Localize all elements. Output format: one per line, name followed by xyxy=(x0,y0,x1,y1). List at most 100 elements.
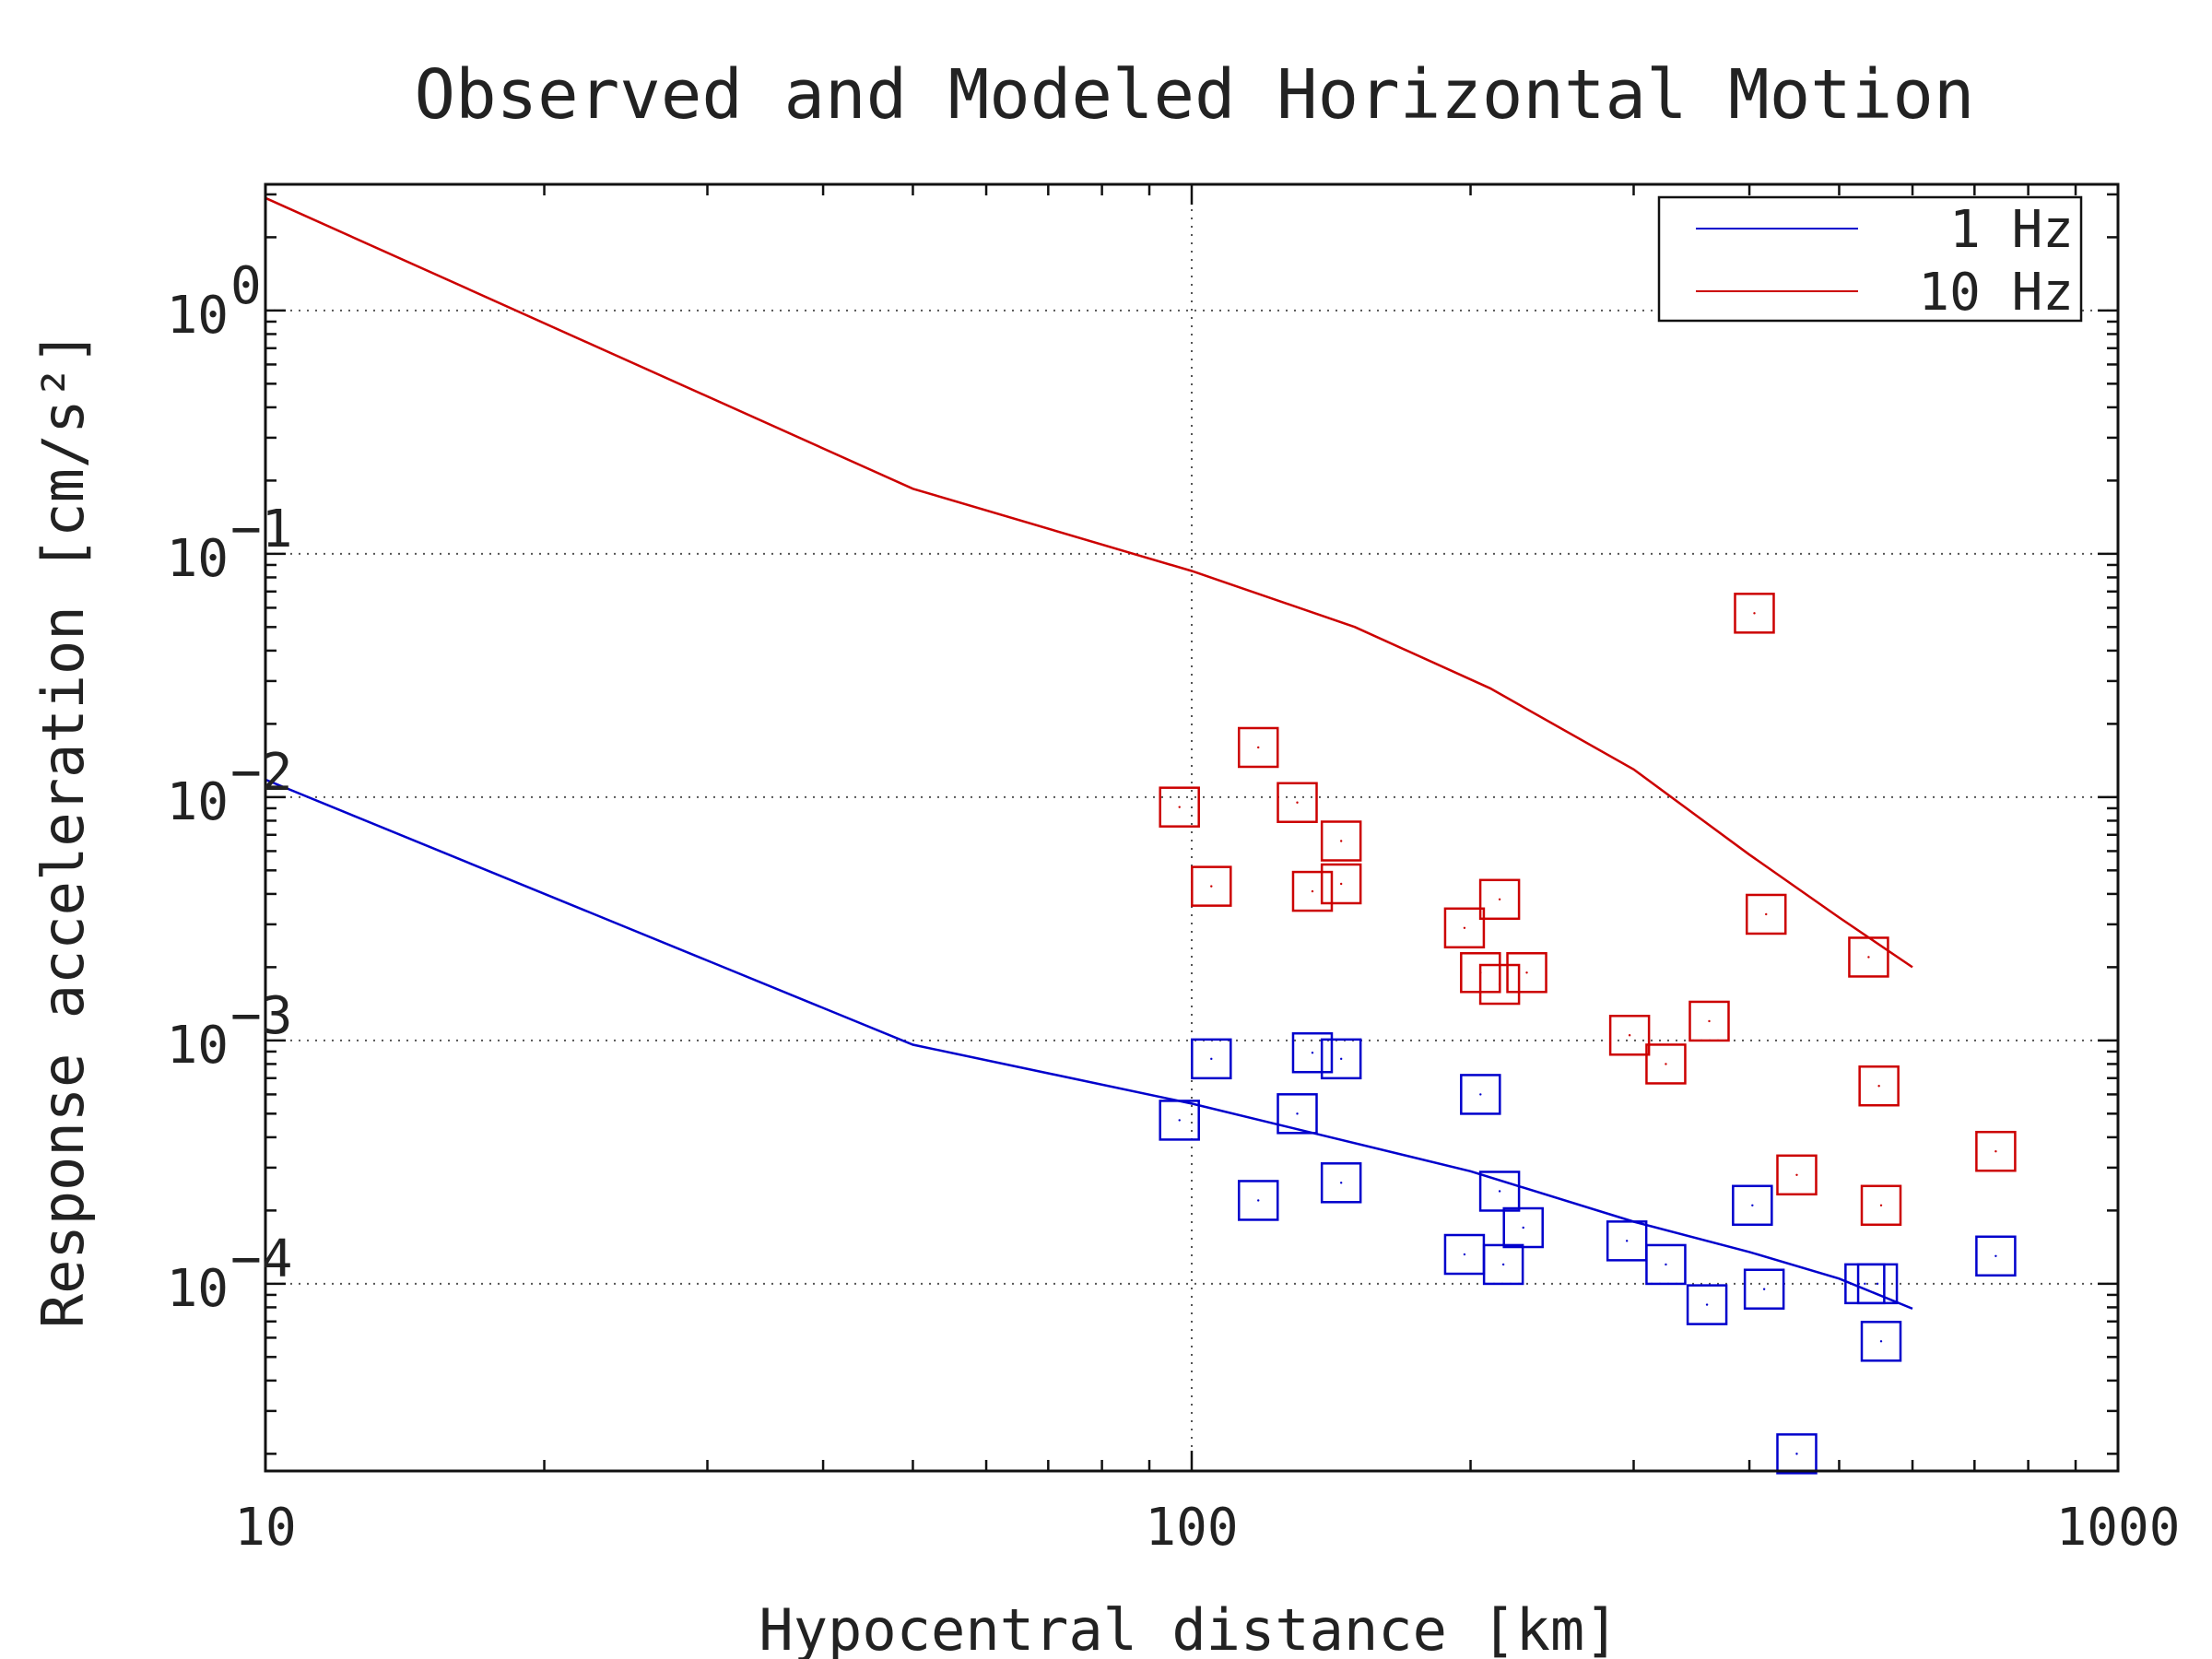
observed-point-10hz xyxy=(1848,936,1889,978)
observed-point-center-1hz xyxy=(1339,1057,1343,1061)
y-tick-exponent: 0 xyxy=(230,256,262,316)
model-line-10hz xyxy=(265,196,1913,969)
observed-point-1hz xyxy=(1320,1162,1362,1204)
observed-point-10hz xyxy=(1478,963,1521,1006)
observed-point-10hz xyxy=(1291,870,1334,912)
observed-point-1hz xyxy=(1502,1206,1544,1249)
observed-point-center-10hz xyxy=(1296,801,1299,804)
observed-point-center-10hz xyxy=(1210,885,1213,888)
observed-point-center-1hz xyxy=(1501,1263,1505,1266)
observed-point-center-10hz xyxy=(1339,840,1343,842)
observed-point-center-1hz xyxy=(1994,1254,1997,1257)
observed-point-center-1hz xyxy=(1296,1112,1299,1115)
observed-point-1hz xyxy=(1291,1031,1334,1074)
observed-point-center-10hz xyxy=(1498,898,1501,900)
observed-point-center-10hz xyxy=(1877,1085,1880,1088)
observed-point-center-10hz xyxy=(1879,1204,1883,1206)
observed-point-center-1hz xyxy=(1705,1303,1709,1306)
observed-point-center-1hz xyxy=(1522,1226,1524,1230)
observed-point-10hz xyxy=(1237,726,1279,769)
y-tick-label: 10 xyxy=(167,1259,229,1319)
observed-point-center-1hz xyxy=(1210,1057,1213,1061)
y-tick-exponent: −4 xyxy=(230,1230,292,1289)
observed-point-10hz xyxy=(1320,863,1362,905)
observed-point-center-1hz xyxy=(1876,1282,1879,1286)
y-tick-label: 10 xyxy=(167,529,229,589)
observed-point-center-10hz xyxy=(1257,746,1260,749)
observed-point-1hz xyxy=(1159,1100,1200,1141)
observed-point-center-10hz xyxy=(1753,612,1756,615)
observed-point-center-10hz xyxy=(1765,912,1768,916)
observed-point-center-10hz xyxy=(1311,889,1314,893)
observed-point-10hz xyxy=(1320,820,1362,862)
observed-point-10hz xyxy=(1975,1130,2017,1172)
observed-point-1hz xyxy=(1776,1433,1818,1475)
observed-point-1hz xyxy=(1460,1074,1501,1115)
observed-point-center-1hz xyxy=(1879,1340,1883,1343)
legend-box xyxy=(1657,195,2083,323)
x-tick-label: 100 xyxy=(1145,1498,1238,1558)
y-tick-label: 10 xyxy=(167,286,229,346)
observed-point-10hz xyxy=(1734,593,1775,634)
observed-point-1hz xyxy=(1237,1180,1279,1221)
observed-point-center-1hz xyxy=(1762,1288,1766,1290)
x-tick-label: 1000 xyxy=(2056,1498,2181,1558)
y-tick-exponent: −2 xyxy=(230,743,292,803)
observed-point-10hz xyxy=(1443,907,1486,949)
chart-title: Observed and Modeled Horizontal Motion xyxy=(415,55,1975,135)
observed-point-10hz xyxy=(1277,782,1318,823)
observed-point-1hz xyxy=(1743,1268,1785,1310)
observed-point-center-1hz xyxy=(1339,1182,1343,1184)
observed-point-center-1hz xyxy=(1864,1282,1866,1286)
observed-point-1hz xyxy=(1320,1038,1362,1080)
observed-point-1hz xyxy=(1277,1093,1318,1135)
observed-point-10hz xyxy=(1191,865,1232,907)
observed-point-10hz xyxy=(1506,952,1547,994)
observed-point-10hz xyxy=(1776,1154,1818,1196)
observed-point-center-1hz xyxy=(1665,1263,1667,1266)
y-tick-exponent: −1 xyxy=(230,500,292,559)
observed-point-center-1hz xyxy=(1479,1093,1482,1096)
observed-point-1hz xyxy=(1975,1235,2017,1277)
observed-point-1hz xyxy=(1645,1243,1687,1286)
observed-point-center-10hz xyxy=(1665,1063,1667,1065)
observed-point-center-10hz xyxy=(1498,982,1501,986)
observed-point-center-1hz xyxy=(1257,1199,1260,1202)
observed-point-10hz xyxy=(1858,1065,1900,1107)
observed-point-10hz xyxy=(1688,1000,1730,1042)
observed-point-center-10hz xyxy=(1178,806,1181,808)
observed-point-center-1hz xyxy=(1178,1119,1181,1122)
observed-point-1hz xyxy=(1191,1038,1232,1080)
observed-point-center-1hz xyxy=(1751,1204,1754,1206)
observed-point-10hz xyxy=(1860,1184,1902,1227)
observed-point-1hz xyxy=(1860,1321,1902,1362)
x-tick-label: 10 xyxy=(234,1498,296,1558)
observed-point-10hz xyxy=(1745,893,1787,935)
series-layer xyxy=(265,196,2017,1475)
observed-point-10hz xyxy=(1478,878,1521,921)
observed-point-1hz xyxy=(1686,1284,1728,1325)
observed-point-center-10hz xyxy=(1795,1173,1798,1177)
observed-point-center-1hz xyxy=(1795,1453,1798,1455)
observed-point-center-10hz xyxy=(1708,1019,1711,1023)
observed-point-center-10hz xyxy=(1339,882,1343,886)
observed-point-1hz xyxy=(1606,1220,1648,1262)
legend-label-1hz: 1 Hz xyxy=(1949,200,2074,260)
observed-point-center-1hz xyxy=(1625,1240,1629,1242)
observed-point-center-10hz xyxy=(1463,926,1466,929)
observed-point-1hz xyxy=(1856,1263,1899,1305)
y-tick-exponent: −3 xyxy=(230,986,292,1046)
observed-point-1hz xyxy=(1732,1184,1773,1227)
observed-point-10hz xyxy=(1159,786,1200,828)
observed-point-center-10hz xyxy=(1525,971,1528,974)
observed-point-center-10hz xyxy=(1867,956,1870,959)
observed-point-1hz xyxy=(1478,1171,1521,1212)
observed-point-center-1hz xyxy=(1498,1190,1501,1193)
y-axis-label: Response acceleration [cm/s²] xyxy=(29,331,97,1329)
observed-point-center-10hz xyxy=(1628,1034,1631,1037)
observed-point-10hz xyxy=(1608,1015,1651,1056)
model-line-1hz xyxy=(265,778,1913,1311)
legend: 1 Hz 10 Hz xyxy=(1657,195,2083,323)
